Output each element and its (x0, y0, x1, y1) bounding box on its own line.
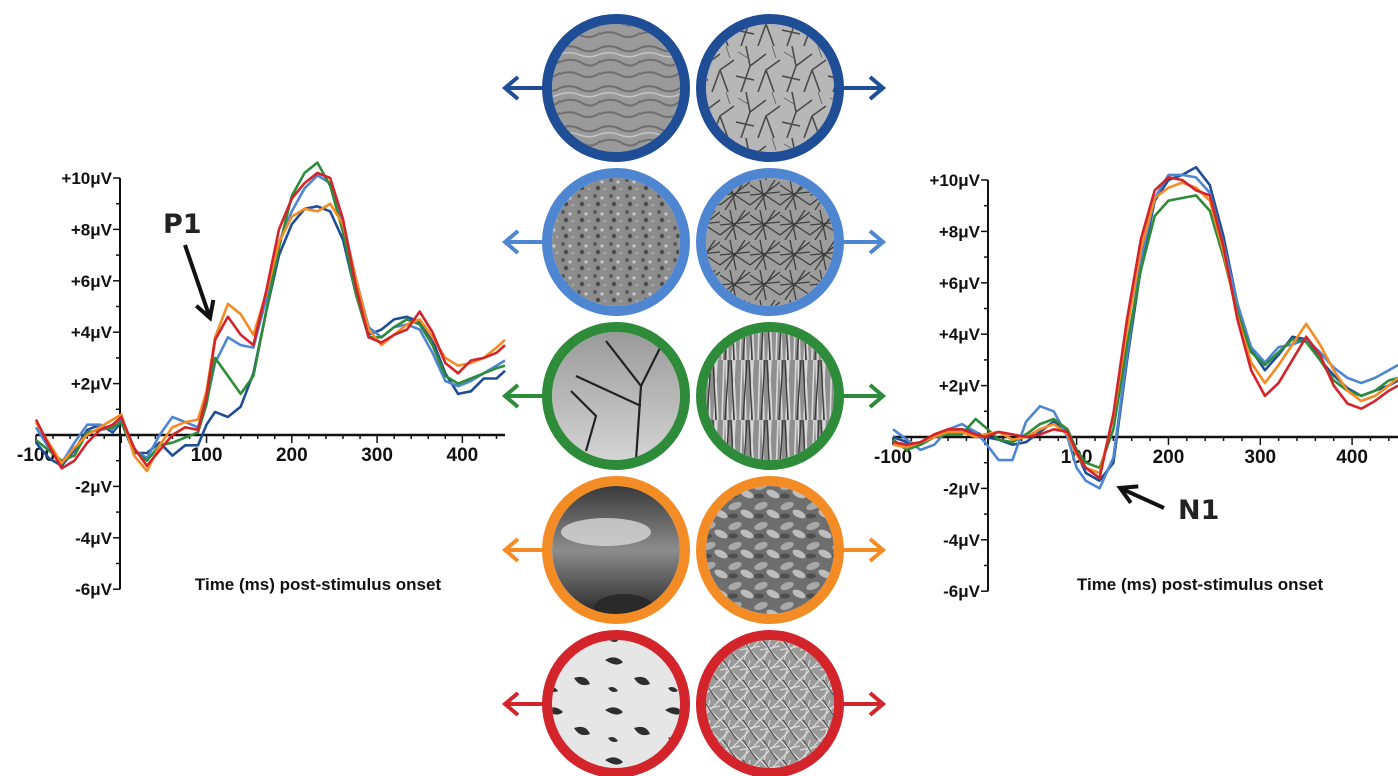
y-tick-label: +8μV (939, 222, 981, 241)
tree-branch (570, 340, 662, 461)
stimulus-ring (696, 168, 844, 316)
annotation-arrowhead (194, 299, 216, 322)
dry-grass-texture (706, 640, 834, 768)
arrow-left-icon (501, 383, 520, 409)
x-axis-title: Time (ms) post-stimulus onset (1077, 575, 1324, 594)
tree-silhouette-sky (552, 332, 680, 460)
y-tick-label: -4μV (943, 531, 981, 550)
tangled-branches-texture (706, 178, 834, 306)
x-tick-label: 200 (1153, 447, 1185, 468)
x-axis-title: Time (ms) post-stimulus onset (195, 575, 442, 594)
y-tick-label: +4μV (71, 323, 113, 342)
series-line-1 (34, 174, 506, 465)
y-tick-label: +6μV (71, 272, 113, 291)
erp-chart-right: +10μV+8μV+6μV+4μV+2μV-2μV-4μV-6μV-100 100… (874, 165, 1398, 601)
arrow-right-icon (868, 537, 887, 563)
series-line-4 (892, 176, 1398, 480)
stimulus-ring (542, 168, 690, 316)
annotation-arrowhead (1116, 484, 1139, 504)
x-tick-label: 300 (361, 445, 393, 466)
annotation-arrow (1119, 486, 1165, 510)
arrow-right-icon (868, 229, 887, 255)
y-tick-label: +6μV (939, 274, 981, 293)
y-tick-label: +2μV (71, 375, 113, 394)
y-tick-label: -2μV (75, 477, 113, 496)
annotation-label: N1 (1178, 495, 1219, 526)
y-tick-label: -6μV (943, 582, 981, 601)
stimulus-ring (696, 14, 844, 162)
stimulus-ring (696, 322, 844, 470)
y-tick-label: +2μV (939, 377, 981, 396)
cloud (561, 518, 651, 546)
series-line-4 (34, 171, 506, 470)
y-tick-label: +10μV (61, 169, 112, 188)
arrow-right-icon (868, 691, 887, 717)
sand-ripple-texture (552, 24, 680, 152)
bare-branches-texture (706, 24, 834, 152)
x-tick-label: 100 (191, 445, 223, 466)
fallen-leaves-texture (706, 486, 834, 614)
x-tick-label: 200 (276, 445, 308, 466)
arrow-left-icon (501, 229, 520, 255)
x-tick-label: 300 (1244, 447, 1276, 468)
arrow-right-icon (868, 75, 887, 101)
arrow-right-icon (868, 383, 887, 409)
x-tick-label: 400 (447, 445, 479, 466)
tall-grass-texture (706, 332, 834, 460)
y-tick-label: -4μV (75, 529, 113, 548)
x-tick-label: -100 (17, 445, 55, 466)
clouds-sky (552, 486, 680, 614)
arrow-left-icon (501, 537, 520, 563)
stimulus-ring (542, 322, 690, 470)
y-tick-label: +10μV (929, 171, 980, 190)
y-tick-label: +8μV (71, 220, 113, 239)
stimulus-ring (696, 630, 844, 776)
stimulus-row (501, 14, 887, 162)
stimulus-row (501, 630, 887, 776)
annotation-label: P1 (163, 209, 202, 240)
stimulus-panel (501, 14, 887, 776)
stimulus-ring (696, 476, 844, 624)
y-tick-label: +4μV (939, 325, 981, 344)
stimulus-row (501, 322, 887, 470)
gravel-slope-texture (552, 178, 680, 306)
stimulus-ring (542, 14, 690, 162)
snow-patches (552, 640, 680, 768)
y-tick-label: -2μV (943, 479, 981, 498)
stimulus-row (501, 476, 887, 624)
series-line-2 (35, 161, 506, 463)
x-tick-label: -100 (874, 447, 912, 468)
y-tick-label: -6μV (75, 580, 113, 599)
annotation-arrow (183, 244, 212, 319)
erp-chart-left: +10μV +8μV +6μV +4μV +2μV -2μV -4μV -6μV -100 100… (17, 161, 506, 599)
arrow-left-icon (501, 75, 520, 101)
stimulus-ring (542, 630, 690, 776)
series-line-2 (892, 194, 1398, 470)
stimulus-row (501, 168, 887, 316)
x-tick-label: 400 (1336, 447, 1368, 468)
stimulus-ring (542, 476, 690, 624)
arrow-left-icon (501, 691, 520, 717)
